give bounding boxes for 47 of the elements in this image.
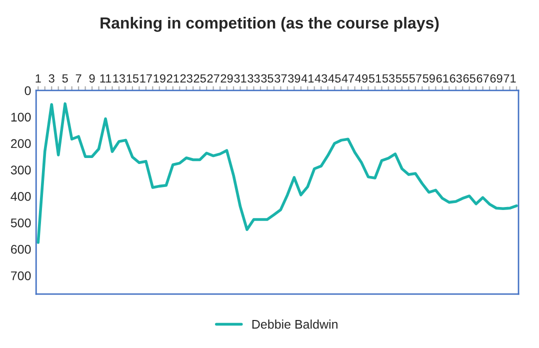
x-tick-label: 63 (450, 74, 462, 83)
y-tick-label: 100 (11, 112, 31, 122)
x-tick-label: 5 (62, 74, 68, 83)
x-tick-label: 15 (126, 74, 139, 83)
x-tick-label: 41 (301, 74, 314, 82)
y-tick-label: 700 (11, 271, 31, 280)
x-tick-label: 37 (274, 74, 287, 83)
x-tick-label: 25 (194, 74, 206, 83)
x-tick-label: 17 (140, 74, 152, 82)
x-tick-label: 35 (261, 74, 274, 83)
x-tick-label: 71 (504, 74, 516, 82)
x-tick-label: 43 (314, 74, 328, 83)
y-tick-label: 400 (10, 192, 31, 201)
y-tick-label: 600 (11, 244, 31, 254)
y-tick-label: 300 (10, 166, 31, 174)
x-tick-label: 51 (368, 74, 381, 83)
y-tick-label: 500 (10, 218, 31, 228)
x-tick-label: 69 (490, 74, 502, 83)
line-series (36, 102, 518, 244)
x-tick-label: 31 (234, 74, 246, 83)
x-tick-label: 13 (113, 74, 126, 83)
y-tick-label: 200 (11, 139, 31, 148)
x-tick-label: 49 (355, 74, 368, 83)
x-tick-label: 53 (382, 74, 395, 83)
x-tick-label: 21 (166, 74, 179, 82)
x-tick-label: 19 (154, 74, 166, 83)
x-tick-label: 9 (89, 74, 95, 83)
x-tick-label: 33 (248, 74, 260, 83)
x-tick-label: 11 (100, 74, 112, 82)
x-tick-label: 67 (476, 74, 489, 83)
x-tick-label: 23 (180, 74, 192, 83)
x-tick-label: 3 (48, 74, 54, 83)
chart-title: Ranking in competition (as the course plays) (100, 16, 439, 32)
x-tick-label: 61 (436, 74, 448, 83)
x-tick-label: 27 (207, 74, 220, 82)
x-tick-label: 29 (220, 74, 233, 83)
x-tick-label: 57 (409, 74, 422, 83)
x-tick-label: 47 (342, 74, 354, 82)
y-tick-label: 0 (24, 86, 31, 96)
x-tick-label: 59 (422, 74, 435, 83)
x-tick-label: 7 (76, 74, 82, 82)
x-tick-label: 65 (463, 74, 476, 83)
x-tick-label: 1 (36, 74, 41, 82)
x-tick-label: 55 (396, 74, 408, 83)
legend-label: Debbie Baldwin (252, 320, 338, 329)
x-tick-label: 39 (288, 74, 300, 83)
x-tick-label: 45 (328, 74, 341, 83)
